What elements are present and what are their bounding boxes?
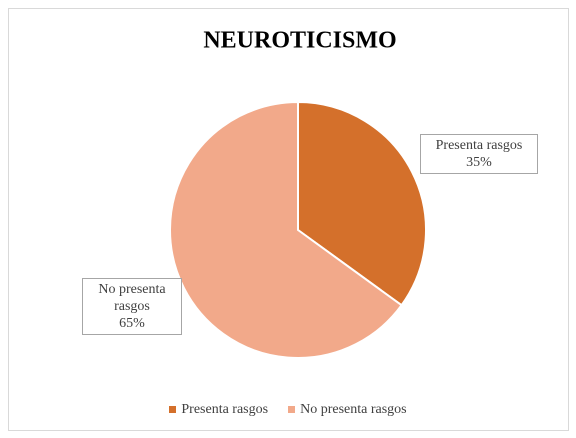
data-label-value: 35%: [466, 155, 492, 170]
legend-item: No presenta rasgos: [288, 402, 407, 418]
legend-swatch: [288, 406, 296, 414]
data-label: No presenta rasgos 65%: [82, 278, 182, 335]
legend-label: Presenta rasgos: [181, 402, 269, 417]
data-label-value: 65%: [119, 316, 145, 331]
chart-title: NEUROTICISMO: [203, 28, 396, 54]
legend: Presenta rasgos No presenta rasgos: [0, 402, 576, 418]
legend-item: Presenta rasgos: [169, 402, 268, 418]
pie-slice: [297, 100, 427, 307]
data-label-category: Presenta rasgos: [435, 138, 523, 153]
data-label: Presenta rasgos 35%: [420, 134, 538, 174]
data-label-category: No presenta rasgos: [98, 282, 166, 314]
legend-label: No presenta rasgos: [300, 402, 407, 417]
pie-slice: [169, 100, 403, 359]
legend-swatch: [169, 406, 177, 414]
